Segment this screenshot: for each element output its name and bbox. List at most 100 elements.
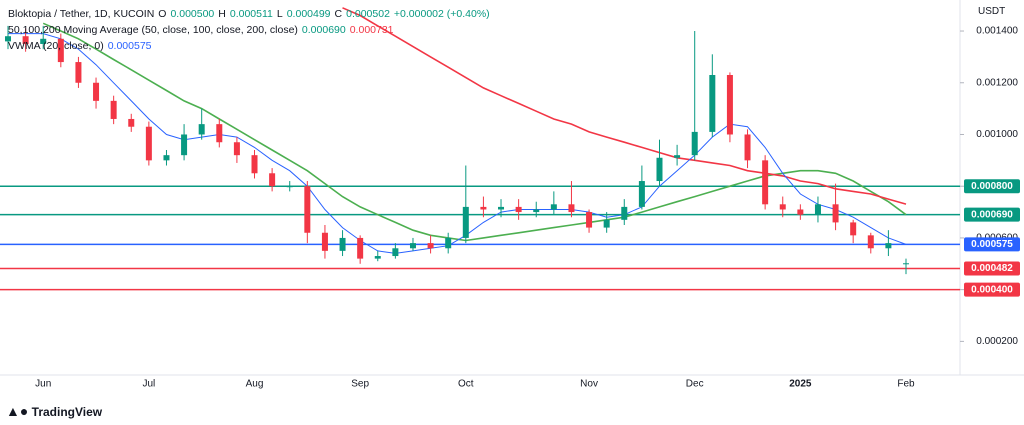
indicator-name: VWMA (20, close, 0) [8,40,104,52]
candle-body [462,206,469,238]
price-badge [964,237,1020,252]
price-badge-label: 0.000575 [971,239,1013,250]
quote-key: L [276,8,283,20]
candle-body [445,237,452,249]
x-tick-label: Sep [351,379,369,390]
quote-key: H [218,8,226,20]
x-tick-label: Nov [580,379,598,390]
candle-body [638,181,645,207]
x-tick-label: Oct [458,379,474,390]
quote-key: O [158,8,167,20]
quote-key: C [334,8,343,20]
indicator-value: 0.000575 [107,40,152,52]
indicator-value: 0.000731 [349,24,394,36]
x-tick-label: 2025 [789,379,812,390]
candle-body [480,206,487,210]
candle-body [93,82,100,101]
candle-body [621,206,628,220]
candle-body [145,126,152,161]
price-badge [964,207,1020,222]
candle-body [850,222,857,236]
candle-body [304,186,311,233]
candle-body [903,263,909,265]
candle-body [797,209,804,215]
indicator-row: VWMA (20, close, 0) 0.000575 [8,38,494,54]
candle-body [198,124,205,135]
candle-body [5,36,11,42]
y-tick-label: 0.001000 [976,129,1018,140]
price-badge [964,282,1020,297]
candle-body [216,124,223,143]
price-badge-label: 0.000482 [971,263,1013,274]
candle-body [251,155,258,174]
candle-body [674,155,681,158]
candle-body [269,173,276,187]
quote-value: 0.000500 [170,8,215,20]
candle-body [286,186,293,188]
indicator-line [42,22,907,242]
x-tick-label: Feb [897,379,915,390]
x-tick-label: Jun [35,379,51,390]
quote-value: 0.000502 [346,8,390,20]
candle-body [427,243,434,249]
candle-body [568,204,575,213]
indicator-row: 50,100,200 Moving Average (50, close, 10… [8,22,494,38]
candle-body [515,206,522,213]
candle-body [374,256,381,259]
candle-body [110,100,117,119]
candle-body [867,235,874,249]
candle-body [22,36,29,44]
x-tick-label: Jul [142,379,155,390]
y-tick-label: 0.000200 [976,336,1018,347]
y-tick-label: 0.001400 [976,26,1018,37]
candle-body [832,204,839,223]
brand-name: TradingView [31,405,103,419]
candle-body [762,160,769,205]
symbol-title: Bloktopia / Tether, 1D, KUCOIN [8,8,155,20]
candle-body [709,75,716,132]
candle-body [181,134,188,156]
candle-body [357,237,364,259]
quote-value: 0.000511 [229,8,273,20]
quote-row: Bloktopia / Tether, 1D, KUCOIN O 0.000500 H… [8,6,494,22]
quote-change: +0.000002 (+0.40%) [393,8,490,20]
candle-body [75,62,82,83]
x-tick-label: Dec [686,379,704,390]
candle-body [321,232,328,251]
y-tick-label: 0.001200 [976,77,1018,88]
legend: Bloktopia / Tether, 1D, KUCOIN O 0.000500 H… [8,6,494,54]
indicator-name: 50,100,200 Moving Average (50, close, 10… [8,24,298,36]
price-badge [964,261,1020,276]
candle-body [40,38,47,44]
candle-body [392,248,399,257]
candle-body [885,243,892,249]
currency: USDT [978,6,1006,17]
candle-body [726,75,733,135]
candle-body [163,155,170,161]
candle-body [586,212,593,228]
candle-body [779,204,786,210]
indicator-value: 0.000690 [301,24,346,36]
logo: ▲● [6,403,29,419]
candle-body [814,204,821,215]
candle-body [550,204,557,210]
candle-body [233,142,240,156]
candle-body [691,131,698,156]
price-badge-label: 0.000400 [971,284,1013,295]
quote-value: 0.000499 [286,8,331,20]
price-badge-label: 0.000690 [971,209,1013,220]
candle-body [656,157,663,182]
indicator-line [8,33,907,254]
candle-body [603,219,610,228]
x-tick-label: Aug [246,379,264,390]
candle-body [533,209,540,213]
candle-body [57,38,64,63]
indicator-line [342,7,907,205]
candle-body [409,243,416,249]
branding: ▲● TradingView [6,403,102,419]
candle-body [498,206,505,210]
candle-body [128,118,135,127]
candle-body [339,237,346,251]
